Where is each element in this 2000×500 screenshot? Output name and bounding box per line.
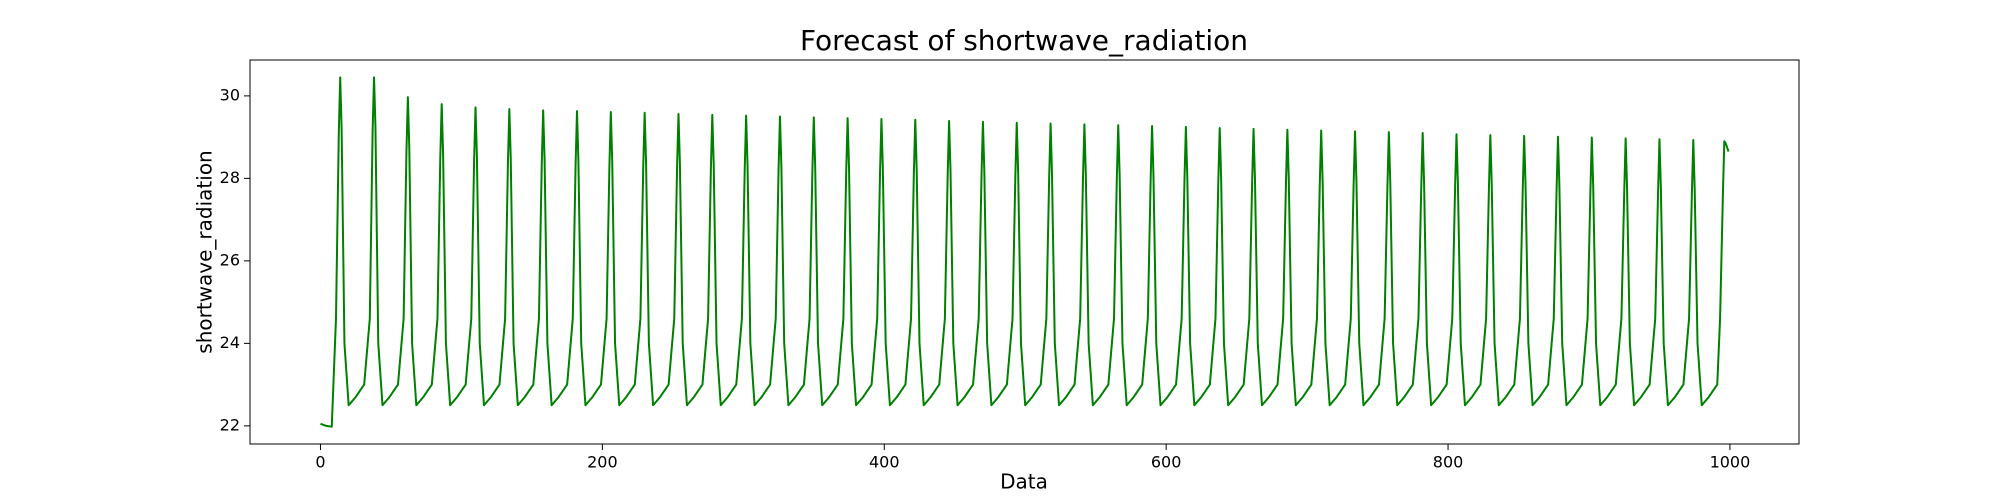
x-tick-label: 600 [1151,453,1182,472]
y-tick-label: 22 [220,415,240,434]
x-tick-label: 0 [315,453,325,472]
x-axis-label: Data [1000,470,1048,494]
x-tick-label: 200 [587,453,618,472]
y-tick-label: 30 [220,85,240,104]
x-tick-label: 400 [869,453,900,472]
y-tick-label: 24 [220,333,240,352]
plot-frame [249,59,1800,445]
y-axis-label: shortwave_radiation [193,150,217,353]
chart-title: Forecast of shortwave_radiation [800,24,1248,57]
y-tick-label: 26 [220,250,240,269]
y-tick-label: 28 [220,168,240,187]
data-line [320,76,1730,428]
x-tick-label: 800 [1433,453,1464,472]
x-tick-label: 1000 [1710,453,1751,472]
